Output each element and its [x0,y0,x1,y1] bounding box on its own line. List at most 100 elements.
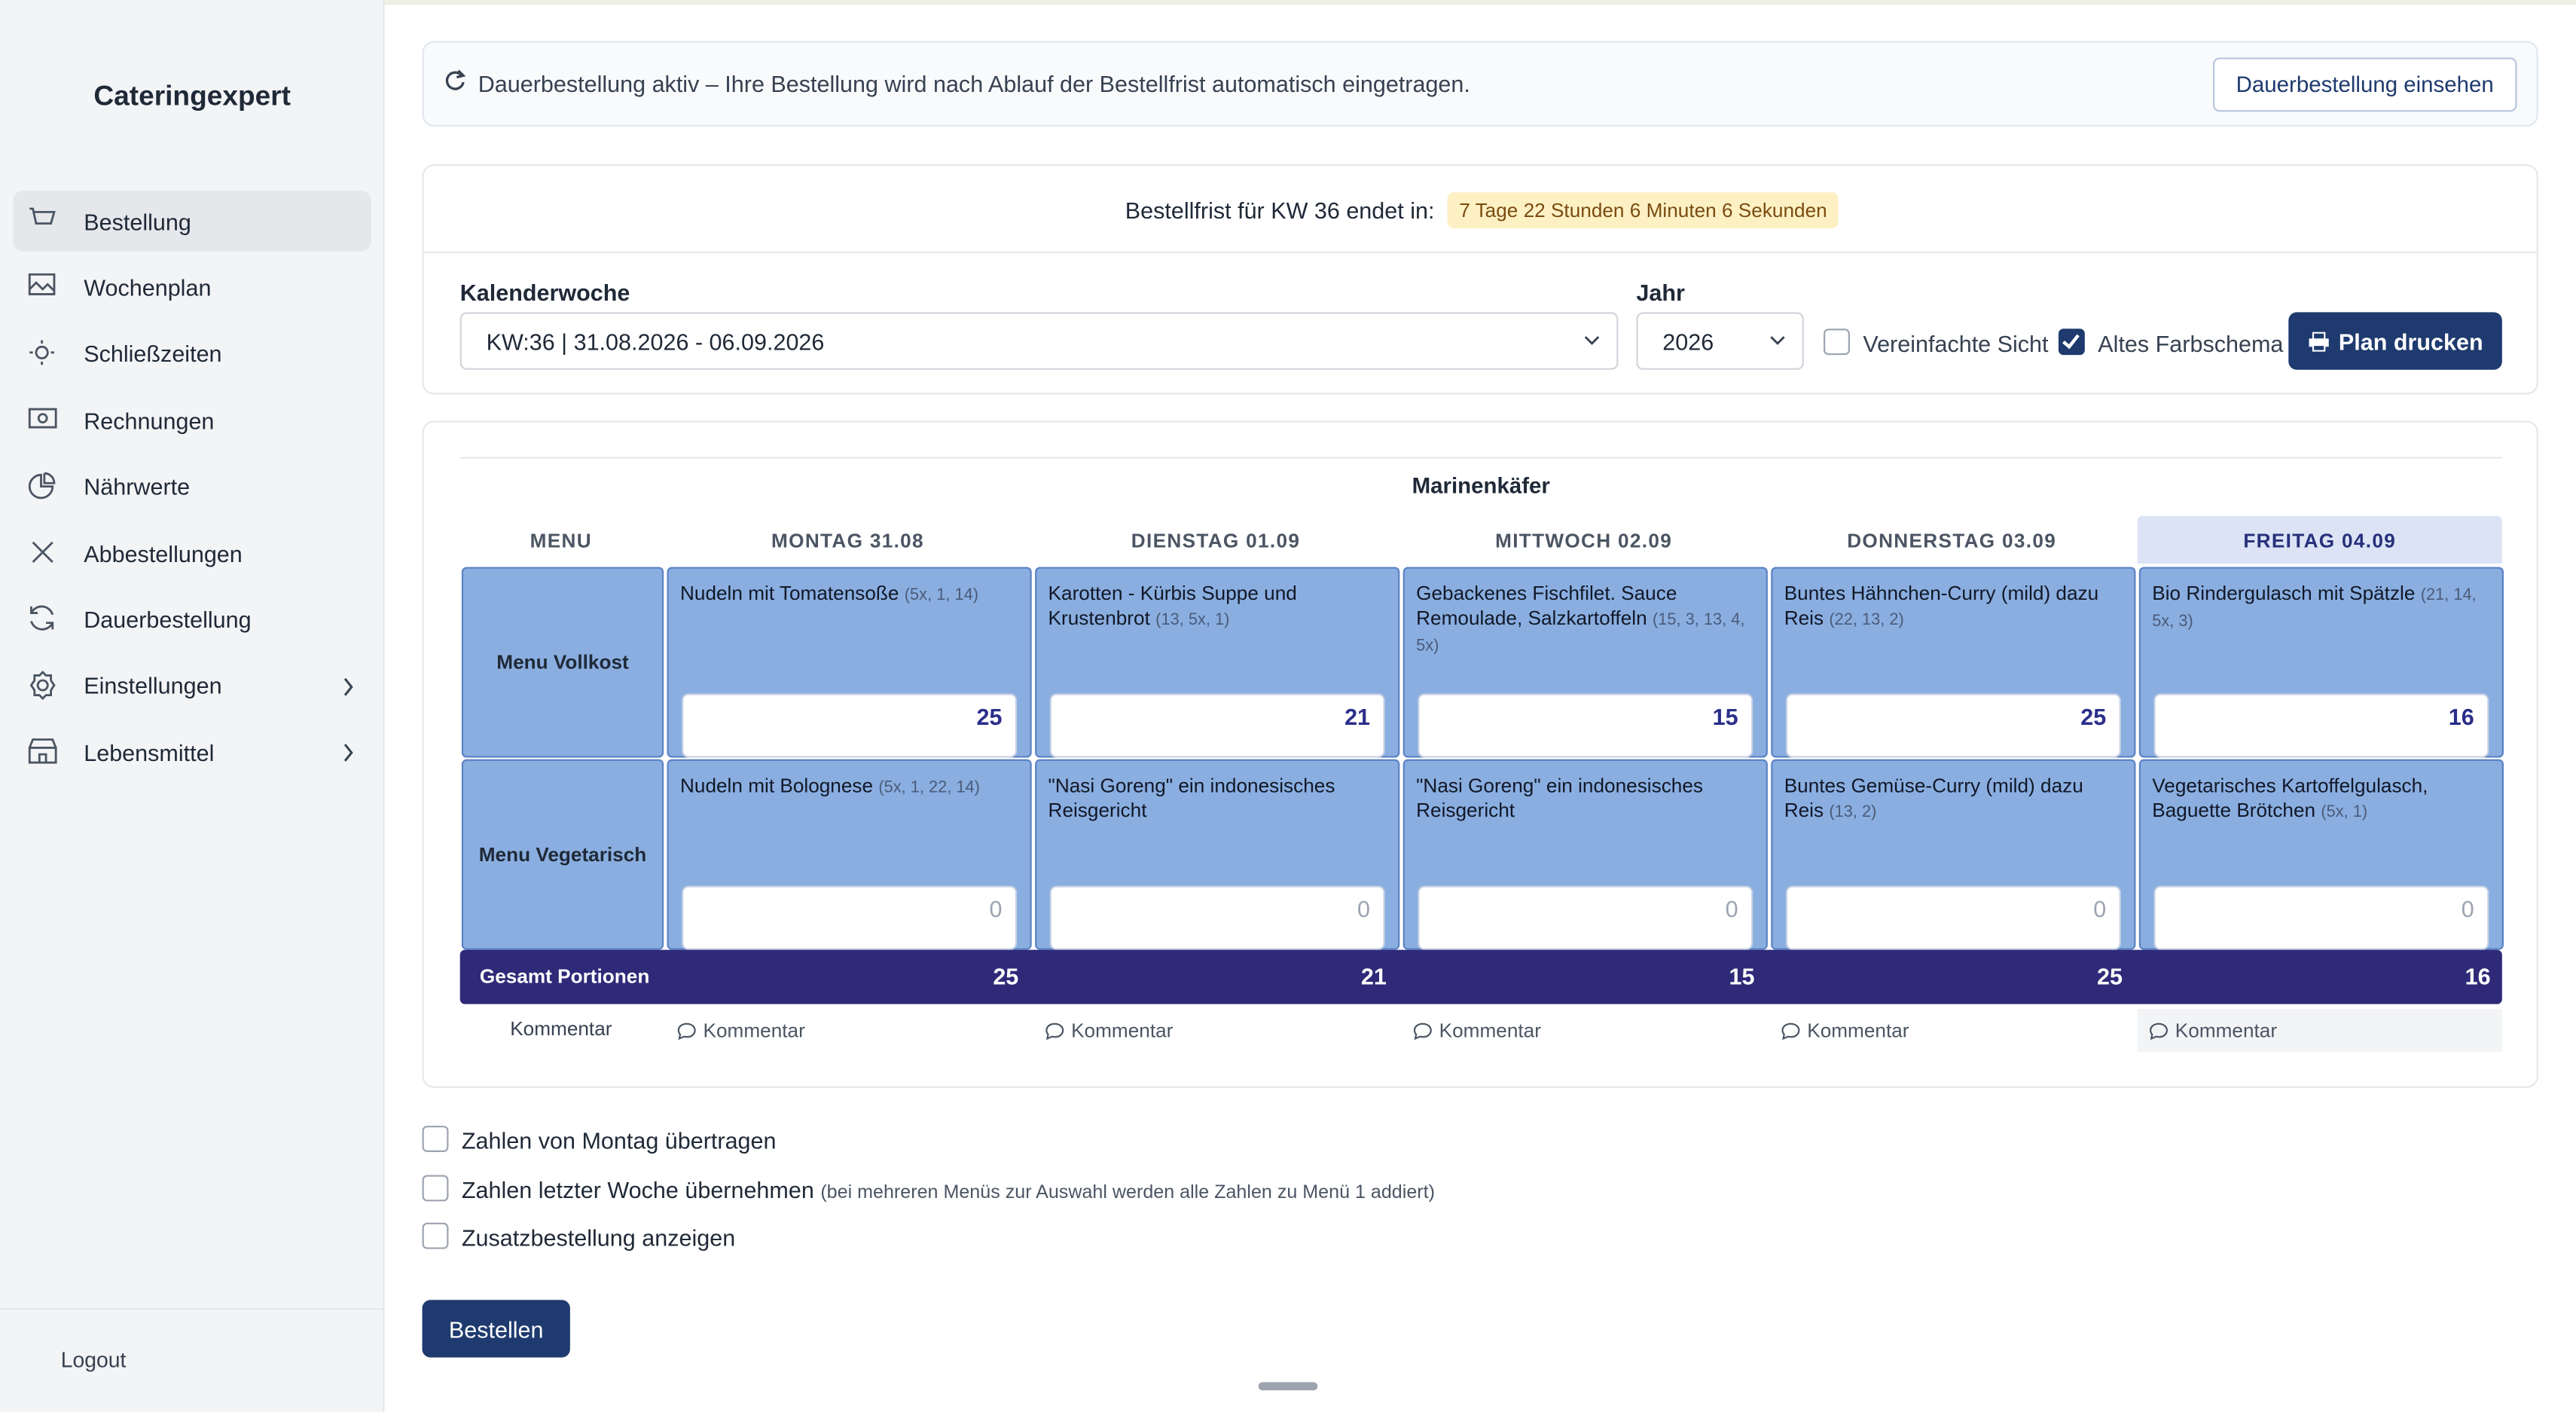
checkbox[interactable] [2058,329,2085,356]
submenu-chevron [343,744,353,763]
chevron [1584,336,1600,345]
column-header: MENU [530,528,592,552]
comment-button[interactable]: Kommentar [665,1009,1030,1052]
checkbox-label: Vereinfachte Sicht [1863,330,2049,357]
nav-icon [28,738,57,764]
year-label: Jahr [1636,279,1685,306]
nav-item[interactable]: Einstellungen [13,656,371,717]
banner-text: Dauerbestellung aktiv – Ihre Bestellung … [478,70,1470,97]
nav-item[interactable]: Schließzeiten [13,323,371,384]
menu-name-cell: Menu Vollkost [461,567,664,758]
submit-button[interactable]: Bestellen [422,1300,570,1358]
nav-label: Dauerbestellung [84,606,252,633]
nav-icon [32,541,53,563]
checkbox[interactable] [1824,329,1850,356]
nav-icon [28,471,56,499]
comment-text: Kommentar [703,1019,805,1042]
total-row: Gesamt Portionen 25 21 15 25 16 [459,949,2502,1004]
top-bar [0,0,2576,5]
nav-item[interactable]: Rechnungen [13,390,371,451]
nav-label: Einstellungen [84,672,222,699]
quantity-input[interactable]: 16 [2153,693,2489,758]
logout[interactable]: Logout [60,1347,127,1373]
meal-text: "Nasi Goreng" ein indonesisches Reisgeri… [1048,774,1387,823]
quantity-input[interactable]: 15 [1418,693,1753,758]
banner-button[interactable]: Dauerbestellung einsehen [2212,57,2517,112]
meal-cell: "Nasi Goreng" ein indonesisches Reisgeri… [1402,759,1768,950]
meal-cell: Buntes Gemüse-Curry (mild) dazu Reis (13… [1771,759,2136,950]
quantity-input[interactable]: 0 [1785,885,2121,950]
comment-icon [677,1022,696,1041]
nav-label: Bestellung [84,207,191,234]
nav-item[interactable]: Nährwerte [13,456,371,517]
allergen-codes: (5x, 1, 14) [904,586,978,605]
quantity-input[interactable]: 0 [1049,885,1385,950]
meal-cell: Bio Rindergulasch mit Spätzle (21, 14, 5… [2138,567,2504,758]
allergen-codes: (13, 2) [1829,803,1877,822]
checkbox[interactable] [422,1174,449,1201]
quantity-input[interactable]: 0 [682,885,1018,950]
meal-cell: Vegetarisches Kartoffelgulasch, Baguette… [2138,759,2504,950]
option-label: Zahlen letzter Woche übernehmen (bei meh… [462,1176,1435,1203]
meal-name: "Nasi Goreng" ein indonesisches Reisgeri… [1416,774,1704,822]
year-select[interactable]: 2026 [1636,312,1804,370]
check [2062,334,2080,350]
meal-text: Bio Rindergulasch mit Spätzle (21, 14, 5… [2152,582,2490,634]
quantity-input[interactable]: 21 [1049,693,1385,758]
total-value: 15 [1729,963,1755,990]
menu-name: Menu Vollkost [496,650,629,674]
plan-table: Marinenkäfer MENU MONTAG 31.08 DIENSTAG 01.… [459,423,2504,1090]
meal-text: Buntes Hähnchen-Curry (mild) dazu Reis (… [1784,582,2123,633]
comment-label: Kommentar [510,1017,612,1041]
refresh-icon [445,69,466,90]
meal-text: Buntes Gemüse-Curry (mild) dazu Reis (13… [1784,774,2123,825]
total-label: Gesamt Portionen [479,964,650,988]
nav-item[interactable]: Lebensmittel [13,722,371,783]
print-button[interactable]: Plan drucken [2288,312,2502,370]
option-text: Zahlen von Montag übertragen [461,1127,777,1154]
total-value: 21 [1360,963,1387,990]
nav-item[interactable]: Dauerbestellung [13,589,371,650]
nav-icon [30,606,54,631]
comment-button[interactable]: Kommentar [2137,1009,2502,1052]
meal-name: Nudeln mit Tomatensoße [679,582,899,605]
meal-text: Vegetarisches Kartoffelgulasch, Baguette… [2152,774,2490,825]
meal-text: Karotten - Kürbis Suppe und Krustenbrot … [1048,582,1387,633]
meal-text: Nudeln mit Tomatensoße (5x, 1, 14) [680,582,1018,608]
quantity-input[interactable]: 25 [1785,693,2121,758]
allergen-codes: (22, 13, 2) [1829,611,1904,630]
nav-item[interactable]: Abbestellungen [13,523,371,584]
chevron [1770,336,1785,345]
comment-icon [1413,1022,1432,1041]
nav-label: Nährwerte [84,473,191,500]
sidebar: Cateringexpert Logout Bestellung Wochenpl… [0,0,385,1412]
nav-label: Rechnungen [84,407,215,434]
quantity-input[interactable]: 0 [2153,885,2489,950]
nav-item[interactable]: Wochenplan [13,257,371,318]
comment-icon [1781,1022,1800,1041]
checkbox[interactable] [422,1222,449,1249]
week-label: Kalenderwoche [459,279,630,306]
year-value: 2026 [1662,329,1714,356]
week-select[interactable]: KW:36 | 31.08.2026 - 06.09.2026 [459,312,1619,370]
meal-name: Buntes Gemüse-Curry (mild) dazu Reis [1784,774,2083,822]
meal-text: Gebackenes Fischfilet. Sauce Remoulade, … [1416,582,1754,659]
deadline: Bestellfrist für KW 36 endet in: 7 Tage … [424,192,2540,229]
checkbox[interactable] [422,1126,449,1152]
total-value: 25 [993,963,1019,990]
nav-item[interactable]: Bestellung [13,191,371,252]
comment-button[interactable]: Kommentar [1401,1009,1766,1052]
comment-text: Kommentar [2175,1019,2278,1042]
comment-text: Kommentar [1071,1019,1174,1042]
comment-button[interactable]: Kommentar [1769,1009,2134,1052]
allergen-codes: (15, 3, 13, 4, 5x) [1416,611,1745,656]
meal-text: Nudeln mit Bolognese (5x, 1, 22, 14) [680,774,1018,800]
meal-cell: Nudeln mit Bolognese (5x, 1, 22, 14) 0 [667,759,1032,950]
quantity-input[interactable]: 0 [1418,885,1753,950]
nav-label: Abbestellungen [84,539,243,567]
quantity-input[interactable]: 25 [682,693,1018,758]
column-header: MONTAG 31.08 [771,528,924,552]
comment-button[interactable]: Kommentar [1033,1009,1398,1052]
group-title: Marinenkäfer [1412,473,1550,498]
meal-cell: Nudeln mit Tomatensoße (5x, 1, 14) 25 [667,567,1032,758]
